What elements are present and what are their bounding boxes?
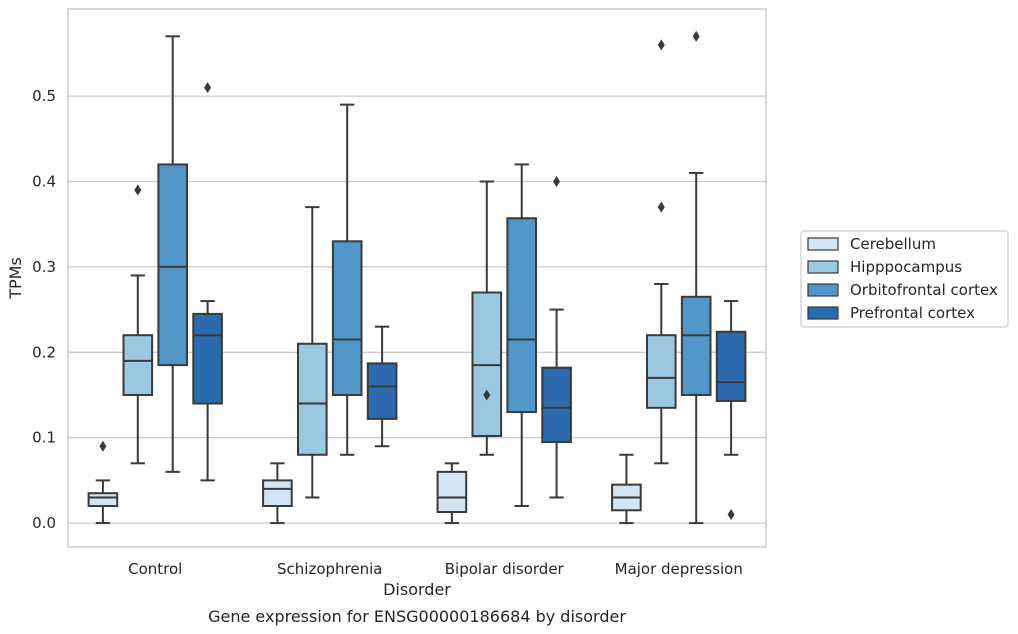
chart-caption: Gene expression for ENSG00000186684 by d… xyxy=(208,607,626,626)
x-tick-label: Control xyxy=(128,560,182,578)
y-axis-title: TPMs xyxy=(6,257,25,300)
box-orbitofrontal-cortex xyxy=(506,163,538,508)
box-body xyxy=(645,334,677,409)
box-body xyxy=(366,362,398,420)
x-axis-title: Disorder xyxy=(383,580,451,599)
box-prefrontal-cortex xyxy=(541,176,572,499)
legend-box xyxy=(800,230,1009,328)
legend-label: Orbitofrontal cortex xyxy=(850,281,998,299)
y-tick-label: 0.4 xyxy=(32,173,56,191)
box-cerebellum xyxy=(611,453,642,525)
box-orbitofrontal-cortex xyxy=(157,35,189,473)
y-tick-label: 0.5 xyxy=(32,87,56,105)
box-body xyxy=(157,163,189,367)
box-prefrontal-cortex xyxy=(715,300,747,521)
outlier-marker xyxy=(99,440,107,452)
box-cerebellum xyxy=(436,462,468,525)
box-body xyxy=(506,217,538,414)
box-body xyxy=(436,470,468,513)
outlier-marker xyxy=(204,82,212,94)
y-axis: 0.0 0.1 0.2 0.3 0.4 0.5 xyxy=(32,87,56,532)
box-body xyxy=(680,295,712,396)
box-prefrontal-cortex xyxy=(192,82,223,482)
box-hipppocampus xyxy=(645,39,677,465)
x-tick-label: Bipolar disorder xyxy=(445,560,565,578)
box-body xyxy=(331,240,363,396)
x-axis: Control Schizophrenia Bipolar disorder Majo… xyxy=(128,560,743,578)
x-tick-label: Schizophrenia xyxy=(277,560,382,578)
plot-frame xyxy=(67,8,767,548)
box-body xyxy=(296,342,328,456)
outlier-marker xyxy=(134,184,142,196)
box-body xyxy=(262,479,293,508)
legend-swatch xyxy=(807,260,839,274)
boxes xyxy=(87,30,747,525)
y-tick-label: 0.2 xyxy=(32,343,56,361)
box-body xyxy=(715,330,747,402)
y-tick-label: 0.0 xyxy=(32,514,56,532)
box-cerebellum xyxy=(262,462,293,525)
box-orbitofrontal-cortex xyxy=(331,103,363,456)
legend-swatch xyxy=(807,283,839,297)
x-tick-label: Major depression xyxy=(615,560,743,578)
outlier-marker xyxy=(483,389,491,401)
legend-label: Prefrontal cortex xyxy=(850,304,975,322)
legend-label: Hipppocampus xyxy=(850,258,962,276)
legend-swatch xyxy=(807,306,839,320)
y-tick-label: 0.3 xyxy=(32,258,56,276)
y-tick-label: 0.1 xyxy=(32,429,56,447)
outlier-marker xyxy=(727,509,735,521)
legend-label: Cerebellum xyxy=(850,235,936,253)
outlier-marker xyxy=(553,176,561,188)
outlier-marker xyxy=(692,30,700,42)
outlier-marker xyxy=(657,201,665,213)
box-prefrontal-cortex xyxy=(366,325,398,448)
box-body xyxy=(122,334,154,396)
box-body xyxy=(87,492,119,508)
box-hipppocampus xyxy=(471,180,503,456)
box-hipppocampus xyxy=(296,206,328,499)
legend-swatch xyxy=(807,237,839,251)
box-orbitofrontal-cortex xyxy=(680,30,712,525)
box-body xyxy=(541,366,572,443)
box-hipppocampus xyxy=(122,184,154,465)
box-cerebellum xyxy=(87,440,119,525)
box-body xyxy=(192,312,223,405)
outlier-marker xyxy=(657,39,665,51)
legend: Cerebellum Hipppocampus Orbitofrontal cort… xyxy=(800,230,1009,328)
